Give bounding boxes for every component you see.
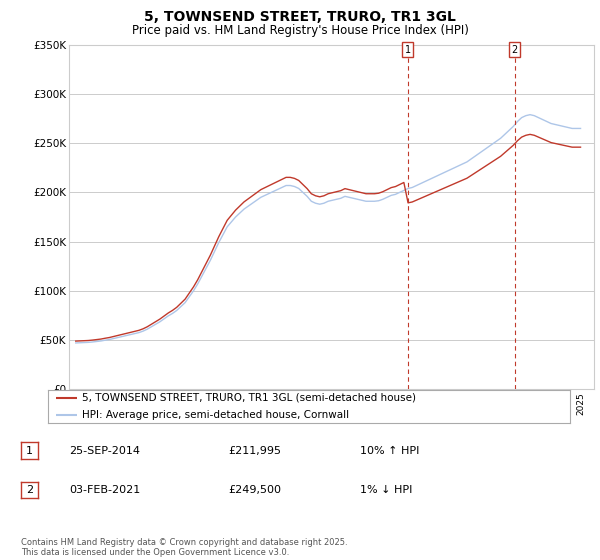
Text: Price paid vs. HM Land Registry's House Price Index (HPI): Price paid vs. HM Land Registry's House … xyxy=(131,24,469,36)
Text: HPI: Average price, semi-detached house, Cornwall: HPI: Average price, semi-detached house,… xyxy=(82,410,349,421)
Text: 2: 2 xyxy=(26,485,33,495)
Text: £249,500: £249,500 xyxy=(228,485,281,495)
Text: 2: 2 xyxy=(512,45,518,55)
Text: 25-SEP-2014: 25-SEP-2014 xyxy=(69,446,140,456)
Text: 1: 1 xyxy=(26,446,33,456)
Text: 1: 1 xyxy=(404,45,411,55)
Text: Contains HM Land Registry data © Crown copyright and database right 2025.
This d: Contains HM Land Registry data © Crown c… xyxy=(21,538,347,557)
Text: £211,995: £211,995 xyxy=(228,446,281,456)
Text: 5, TOWNSEND STREET, TRURO, TR1 3GL (semi-detached house): 5, TOWNSEND STREET, TRURO, TR1 3GL (semi… xyxy=(82,393,416,403)
Text: 5, TOWNSEND STREET, TRURO, TR1 3GL: 5, TOWNSEND STREET, TRURO, TR1 3GL xyxy=(144,10,456,24)
Text: 03-FEB-2021: 03-FEB-2021 xyxy=(69,485,140,495)
Text: 10% ↑ HPI: 10% ↑ HPI xyxy=(360,446,419,456)
Text: 1% ↓ HPI: 1% ↓ HPI xyxy=(360,485,412,495)
